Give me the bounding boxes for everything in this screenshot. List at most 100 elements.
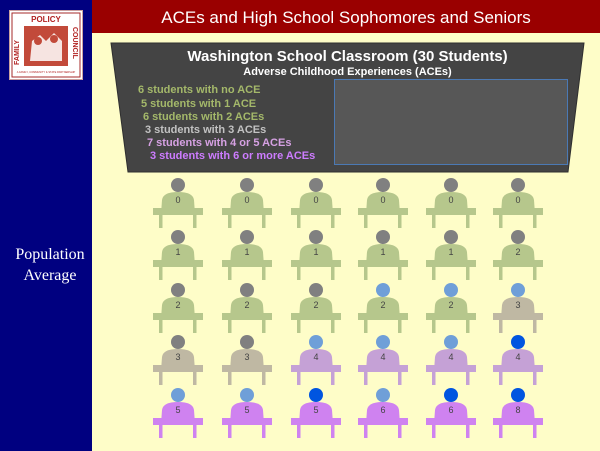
ace-count-label: 4 bbox=[448, 352, 454, 362]
student-seat: 4 bbox=[426, 335, 486, 387]
student-head bbox=[511, 335, 525, 349]
legend-item-1-ace: 5 students with 1 ACE bbox=[141, 98, 257, 110]
legend-item-no-ace: 6 students with no ACE bbox=[138, 84, 261, 96]
desk-leg-right bbox=[331, 425, 335, 438]
desk-leg-left bbox=[159, 267, 163, 280]
student-seat: 6 bbox=[358, 388, 418, 440]
student-desk bbox=[291, 313, 341, 320]
family-policy-council-logo: POLICY FAMILY COUNCIL A FAMILY, COMMUNIT… bbox=[9, 10, 83, 80]
ace-count-label: 1 bbox=[175, 247, 181, 257]
ace-count-label: 5 bbox=[244, 405, 250, 415]
student-head bbox=[171, 178, 185, 192]
student-head bbox=[511, 230, 525, 244]
slide-title: ACEs and High School Sophomores and Seni… bbox=[92, 0, 600, 33]
student-desk bbox=[358, 260, 408, 267]
student-seat: 1 bbox=[358, 230, 418, 282]
student-seat: 4 bbox=[358, 335, 418, 387]
ace-count-label: 0 bbox=[515, 195, 521, 205]
student-head bbox=[171, 230, 185, 244]
desk-leg-right bbox=[466, 320, 470, 333]
student-head bbox=[171, 388, 185, 402]
desk-leg-left bbox=[297, 215, 301, 228]
student-figure bbox=[291, 230, 341, 280]
student-figure bbox=[358, 388, 408, 438]
desk-leg-left bbox=[499, 320, 503, 333]
desk-leg-left bbox=[297, 267, 301, 280]
student-seat: 2 bbox=[222, 283, 282, 335]
ace-count-label: 1 bbox=[380, 247, 386, 257]
desk-leg-left bbox=[432, 267, 436, 280]
desk-leg-left bbox=[432, 372, 436, 385]
desk-leg-left bbox=[228, 425, 232, 438]
student-seat: 0 bbox=[426, 178, 486, 230]
desk-leg-left bbox=[499, 267, 503, 280]
ace-count-label: 3 bbox=[244, 352, 250, 362]
desk-leg-right bbox=[331, 320, 335, 333]
desk-leg-left bbox=[159, 215, 163, 228]
student-seat: 4 bbox=[493, 335, 553, 387]
student-figure bbox=[153, 283, 203, 333]
population-average-label: Population Average bbox=[0, 244, 100, 286]
student-seat: 0 bbox=[493, 178, 553, 230]
student-head bbox=[444, 388, 458, 402]
student-desk bbox=[426, 260, 476, 267]
desk-leg-right bbox=[193, 425, 197, 438]
student-desk bbox=[291, 365, 341, 372]
student-figure bbox=[291, 178, 341, 228]
desk-leg-left bbox=[364, 425, 368, 438]
student-figure bbox=[358, 230, 408, 280]
desk-leg-right bbox=[193, 215, 197, 228]
student-desk bbox=[222, 418, 272, 425]
ace-count-label: 2 bbox=[313, 300, 319, 310]
student-desk bbox=[493, 365, 543, 372]
desk-leg-right bbox=[466, 267, 470, 280]
student-figure bbox=[358, 335, 408, 385]
student-head bbox=[444, 230, 458, 244]
student-seat: 8 bbox=[493, 388, 553, 440]
student-figure bbox=[493, 230, 543, 280]
desk-leg-left bbox=[364, 320, 368, 333]
student-head bbox=[511, 178, 525, 192]
student-figure bbox=[153, 230, 203, 280]
legend-item-3-aces: 3 students with 3 ACEs bbox=[145, 124, 267, 136]
student-figure bbox=[493, 283, 543, 333]
student-seat: 2 bbox=[426, 283, 486, 335]
desk-leg-left bbox=[159, 320, 163, 333]
student-seat: 1 bbox=[153, 230, 213, 282]
student-head bbox=[511, 388, 525, 402]
student-desk bbox=[222, 365, 272, 372]
desk-leg-right bbox=[262, 320, 266, 333]
student-figure bbox=[222, 283, 272, 333]
ace-count-label: 2 bbox=[448, 300, 454, 310]
desk-leg-left bbox=[364, 372, 368, 385]
ace-count-label: 0 bbox=[380, 195, 386, 205]
student-seat: 0 bbox=[358, 178, 418, 230]
desk-leg-right bbox=[466, 425, 470, 438]
desk-leg-left bbox=[432, 320, 436, 333]
ace-count-label: 5 bbox=[313, 405, 319, 415]
student-seat: 2 bbox=[493, 230, 553, 282]
student-seat: 5 bbox=[153, 388, 213, 440]
student-figure bbox=[222, 230, 272, 280]
desk-leg-right bbox=[398, 425, 402, 438]
student-head bbox=[240, 178, 254, 192]
student-head bbox=[376, 230, 390, 244]
student-desk bbox=[153, 313, 203, 320]
student-seat: 0 bbox=[291, 178, 351, 230]
student-figure bbox=[426, 388, 476, 438]
student-seat: 2 bbox=[291, 283, 351, 335]
student-figure bbox=[426, 178, 476, 228]
student-head bbox=[376, 283, 390, 297]
desk-leg-left bbox=[228, 372, 232, 385]
student-head bbox=[444, 283, 458, 297]
desk-leg-right bbox=[533, 320, 537, 333]
ace-count-label: 1 bbox=[244, 247, 250, 257]
student-figure bbox=[153, 335, 203, 385]
logo-word-family: FAMILY bbox=[14, 40, 21, 65]
student-figure bbox=[222, 388, 272, 438]
desk-leg-right bbox=[262, 372, 266, 385]
board-title: Washington School Classroom (30 Students… bbox=[187, 48, 508, 65]
ace-count-label: 0 bbox=[313, 195, 319, 205]
student-figure bbox=[426, 230, 476, 280]
side-label-line1: Population bbox=[15, 246, 85, 263]
